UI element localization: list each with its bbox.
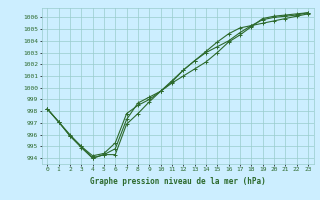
X-axis label: Graphe pression niveau de la mer (hPa): Graphe pression niveau de la mer (hPa) [90, 177, 266, 186]
